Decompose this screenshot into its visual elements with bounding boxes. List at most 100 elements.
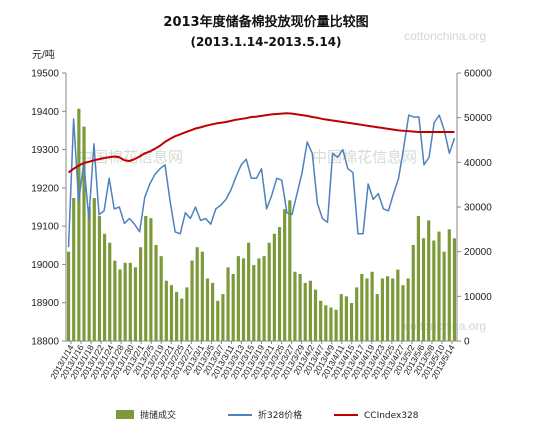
bar: [421, 238, 426, 341]
bar: [185, 287, 189, 341]
y-right-tick-label: 10000: [464, 292, 492, 303]
bar: [370, 271, 374, 341]
legend: 抛储成交 折328价格 CCIndex328: [116, 409, 419, 421]
line-series-price: [67, 114, 456, 248]
y-right-tick-label: 30000: [464, 203, 492, 214]
bar: [72, 198, 76, 341]
y-left-tick-label: 19500: [31, 69, 59, 80]
bar: [87, 207, 91, 341]
legend-label-ccindex: CCIndex328: [364, 411, 419, 421]
bar: [200, 251, 204, 341]
y-right-tick-label: 40000: [464, 158, 492, 169]
bar: [159, 256, 163, 341]
bar: [360, 274, 364, 341]
bar: [77, 108, 81, 341]
bar: [442, 251, 446, 341]
bar: [247, 242, 251, 341]
bar: [298, 274, 302, 341]
bar: [385, 276, 390, 341]
bar: [128, 262, 132, 341]
bar: [226, 267, 230, 341]
y-left-tick-label: 19100: [31, 222, 59, 233]
legend-label-price: 折328价格: [258, 409, 302, 421]
watermark-left: 中国棉花信息网: [78, 149, 183, 166]
bar: [195, 247, 199, 341]
y-right-tick-label: 20000: [464, 247, 492, 258]
bar: [236, 256, 240, 341]
bar: [293, 271, 297, 341]
bar: [102, 233, 107, 341]
bar: [257, 258, 261, 341]
line-series-ccindex: [67, 112, 455, 174]
y-left-tick-label: 19200: [31, 183, 59, 194]
bar: [432, 240, 436, 341]
bar: [437, 231, 441, 341]
y-left-tick-label: 19400: [31, 107, 59, 118]
bar: [190, 260, 194, 341]
bar: [113, 260, 117, 341]
bar: [313, 289, 318, 341]
legend-label-bar: 抛储成交: [140, 409, 176, 421]
y-left-tick-label: 18800: [31, 337, 59, 348]
bar: [241, 258, 246, 341]
bar: [149, 218, 153, 341]
bar: [288, 200, 292, 341]
chart-title: 2013年度储备棉投放现价量比较图: [163, 14, 368, 30]
bar: [375, 294, 379, 341]
bar: [154, 244, 158, 341]
bar: [267, 242, 271, 341]
bar: [427, 220, 431, 341]
bar: [416, 215, 421, 341]
bar: [406, 278, 410, 341]
bar: [108, 242, 112, 341]
bar: [401, 285, 405, 341]
bar: [396, 269, 400, 341]
bar: [144, 215, 148, 341]
bar: [334, 309, 338, 341]
bar: [216, 300, 220, 341]
bar: [324, 305, 328, 341]
bar: [283, 209, 287, 341]
bar: [118, 269, 122, 341]
bar: [349, 303, 354, 341]
bar: [133, 267, 138, 341]
chart-subtitle: (2013.1.14-2013.5.14): [190, 35, 341, 49]
bar: [339, 294, 343, 341]
bar: [123, 262, 127, 341]
bar: [221, 294, 225, 341]
bar: [344, 296, 348, 341]
y-left-tick-label: 19300: [31, 145, 59, 156]
bar: [82, 126, 86, 341]
bar: [252, 265, 256, 341]
bar: [262, 256, 266, 341]
bar: [169, 285, 174, 341]
bar: [205, 278, 210, 341]
bar: [391, 278, 395, 341]
bar: [66, 251, 71, 341]
bar: [308, 280, 312, 341]
bar: [411, 244, 415, 341]
bar: [329, 307, 333, 341]
bar: [380, 278, 384, 341]
bar: [92, 198, 96, 341]
y-right-tick-label: 60000: [464, 69, 492, 80]
bar: [175, 291, 179, 341]
bar: [355, 287, 359, 341]
bar: [139, 247, 143, 341]
bar-series: [66, 108, 457, 341]
y-left-tick-label: 19000: [31, 260, 59, 271]
bar: [277, 227, 282, 341]
bar: [164, 280, 168, 341]
bar: [447, 229, 451, 341]
legend-swatch-bar: [116, 410, 134, 419]
bar: [231, 274, 235, 341]
y-left-tick-label: 18900: [31, 298, 59, 309]
watermark-top-right: cottonchina.org: [404, 29, 486, 43]
watermark-center: 中国棉花信息网: [312, 149, 417, 166]
bar: [272, 233, 276, 341]
bar: [365, 278, 369, 341]
y-right-tick-label: 0: [464, 337, 470, 348]
y-axis-left-label: 元/吨: [32, 48, 55, 61]
bar: [180, 298, 184, 341]
